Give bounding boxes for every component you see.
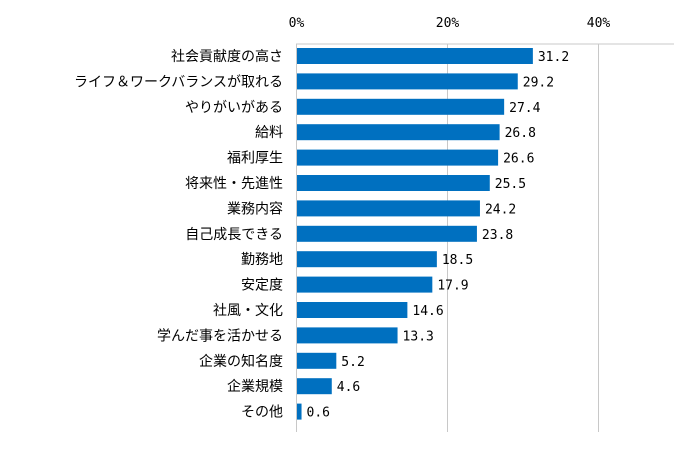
bar [297, 251, 437, 268]
data-label: 23.8 [482, 228, 513, 243]
bar [297, 73, 518, 90]
category-label: 業務内容 [227, 200, 283, 217]
data-label: 17.9 [437, 279, 468, 294]
bar-layer [297, 48, 533, 420]
bar [297, 327, 398, 344]
category-label: 安定度 [241, 278, 283, 294]
category-label: その他 [241, 405, 283, 421]
data-label: 14.6 [412, 304, 443, 319]
data-label: 25.5 [495, 177, 526, 192]
data-label: 18.5 [442, 253, 473, 268]
bar [297, 48, 533, 64]
category-label: 学んだ事を活かせる [157, 328, 283, 344]
category-label: 給料 [255, 125, 283, 141]
category-label: 社風・文化 [213, 303, 283, 319]
bar [297, 149, 499, 166]
bar [297, 276, 433, 293]
tick-label-layer: 0% 20% 40% [289, 16, 611, 31]
category-label: 福利厚生 [227, 151, 283, 167]
bar [297, 225, 477, 242]
bar [297, 378, 332, 395]
category-label: ライフ＆ワークバランスが取れる [74, 74, 283, 90]
category-label: 企業規模 [227, 378, 283, 395]
bar [297, 124, 500, 141]
data-label: 26.6 [503, 152, 534, 167]
bar [297, 302, 408, 318]
category-label: やりがいがある [185, 100, 283, 116]
tick-label: 0% [289, 16, 305, 31]
data-label-layer: 31.2 29.2 27.4 26.8 26.6 25.5 24.2 23.8 18.5 17.9… [307, 50, 570, 421]
data-label: 5.2 [341, 355, 364, 370]
data-label: 24.2 [485, 202, 516, 217]
data-label: 26.8 [505, 126, 536, 141]
tick-label: 40% [587, 16, 611, 31]
bar [297, 352, 337, 369]
category-label: 将来性・先進性 [185, 176, 283, 192]
category-label: 社会貢献度の高さ [171, 48, 283, 65]
category-label: 勤務地 [241, 252, 283, 268]
category-label: 企業の知名度 [199, 353, 283, 370]
data-label: 4.6 [337, 380, 360, 395]
category-label-layer: 社会貢献度の高さライフ＆ワークバランスが取れるやりがいがある給料福利厚生将来性・… [74, 48, 283, 421]
category-label: 自己成長できる [185, 227, 283, 243]
tick-label: 20% [436, 16, 460, 31]
bar [297, 98, 505, 115]
bar [297, 200, 480, 217]
data-label: 13.3 [403, 329, 434, 344]
data-label: 31.2 [538, 50, 569, 65]
data-label: 0.6 [307, 406, 330, 421]
bar [297, 175, 490, 191]
bar [297, 403, 302, 420]
data-label: 29.2 [523, 75, 554, 90]
data-label: 27.4 [509, 101, 540, 116]
